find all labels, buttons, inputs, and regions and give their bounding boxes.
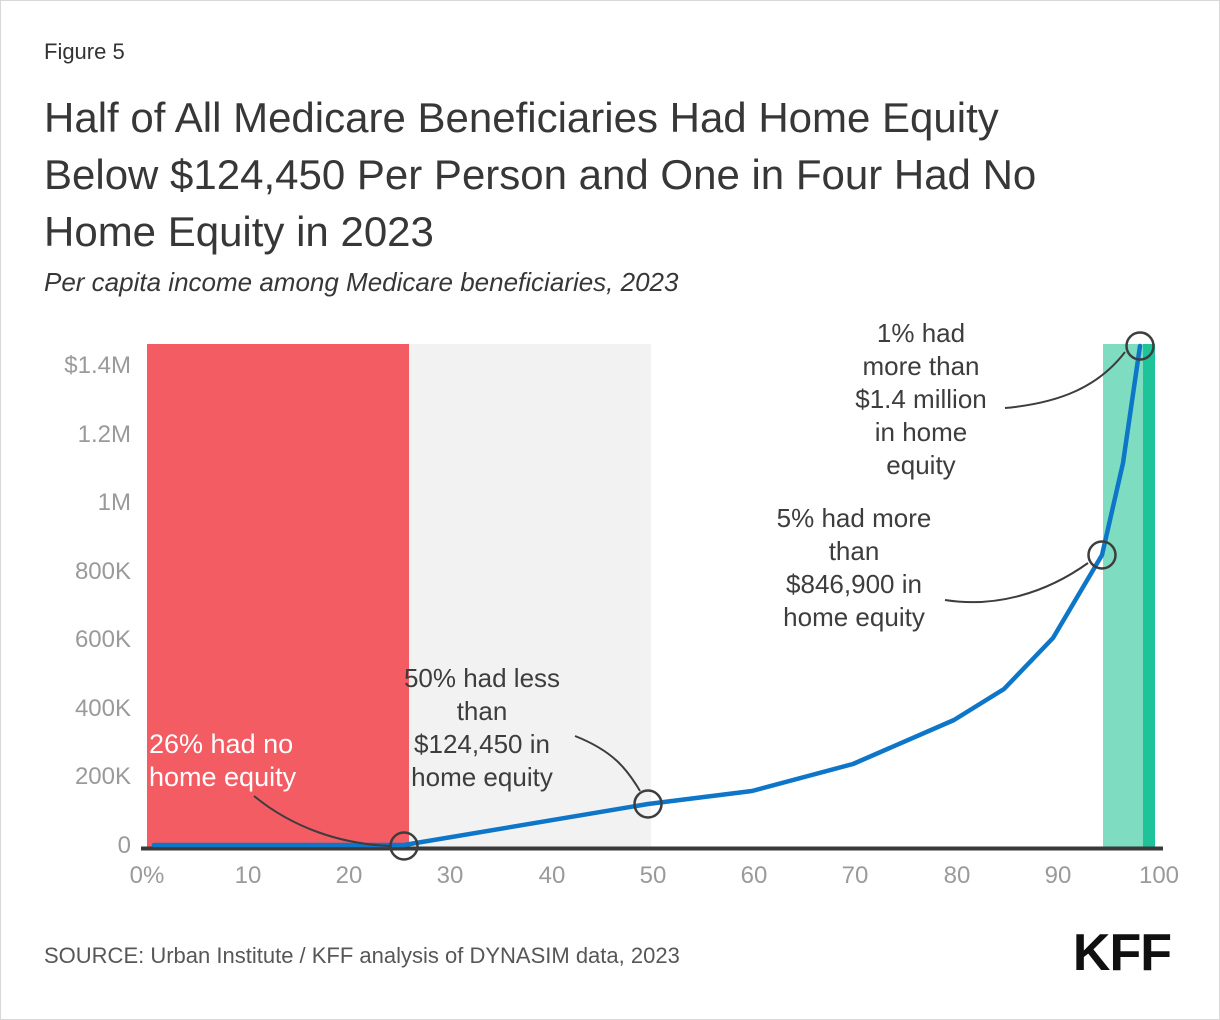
marker-50th-percentile [633,789,663,819]
band-top-1-percent [1143,344,1155,848]
annotation-top1-line5: equity [886,450,956,480]
page-title-line-3: Home Equity in 2023 [44,208,434,255]
annotation-top1: 1% had more than $1.4 million in home eq… [821,317,1021,482]
x-tick-50: 50 [639,862,667,889]
source-note: SOURCE: Urban Institute / KFF analysis o… [44,943,680,968]
band-below-median [409,344,651,848]
marker-99th-percentile [1125,331,1155,361]
y-tick-1m: 1M [97,489,131,516]
y-tick-800k: 800K [74,558,131,585]
y-tick-200k: 200K [74,763,131,790]
annotation-top5: 5% had more than $846,900 in home equity [754,502,954,634]
annotation-median-line2: than [456,696,508,726]
x-tick-80: 80 [943,862,971,889]
home-equity-distribution-line [151,343,1143,848]
figure-label: Figure 5 [44,39,125,64]
y-tick-400k: 400K [74,695,131,722]
marker-95th-percentile [1087,540,1117,570]
x-tick-40: 40 [538,862,566,889]
x-tick-60: 60 [740,862,768,889]
annotation-top5-line4: home equity [783,602,925,632]
y-tick-1-2m: 1.2M [77,421,131,448]
x-tick-70: 70 [841,862,869,889]
annotation-top5-line3: $846,900 in [786,569,922,599]
band-no-home-equity [147,344,409,848]
annotation-no-equity-line1: 26% had no [149,729,294,759]
annotation-median-line3: $124,450 in [414,729,550,759]
annotation-top1-line1: 1% had [876,318,966,348]
annotation-median-line1: 50% had less [403,663,561,693]
leader-line-top5 [944,562,1089,604]
annotation-median-line4: home equity [411,762,553,792]
annotation-no-equity-line2: home equity [149,762,297,792]
annotation-median: 50% had less than $124,450 in home equit… [382,662,582,794]
annotation-top1-line3: $1.4 million [855,384,987,414]
annotation-top5-line1: 5% had more [776,503,932,533]
leader-line-median [574,735,641,792]
annotation-no-equity: 26% had no home equity [149,728,429,794]
leader-line-top1 [1004,351,1126,409]
x-tick-90: 90 [1044,862,1072,889]
y-tick-1-4m: $1.4M [64,352,131,379]
x-tick-100: 100 [1138,862,1180,889]
y-tick-0: 0 [117,832,131,859]
chart-subtitle: Per capita income among Medicare benefic… [44,267,679,297]
x-tick-10: 10 [234,862,262,889]
x-tick-0: 0% [129,862,165,889]
band-top-5-percent [1103,344,1143,848]
kff-logo: KFF [1072,924,1172,982]
x-tick-30: 30 [436,862,464,889]
annotation-top1-line4: in home [874,417,968,447]
annotation-top5-line2: than [828,536,880,566]
x-tick-20: 20 [335,862,363,889]
leader-line-no-equity [253,795,391,847]
y-tick-600k: 600K [74,626,131,653]
annotation-top1-line2: more than [862,351,980,381]
page-title-line-1: Half of All Medicare Beneficiaries Had H… [44,94,999,141]
page-title-line-2: Below $124,450 Per Person and One in Fou… [44,151,1037,198]
marker-26th-percentile [389,831,419,861]
